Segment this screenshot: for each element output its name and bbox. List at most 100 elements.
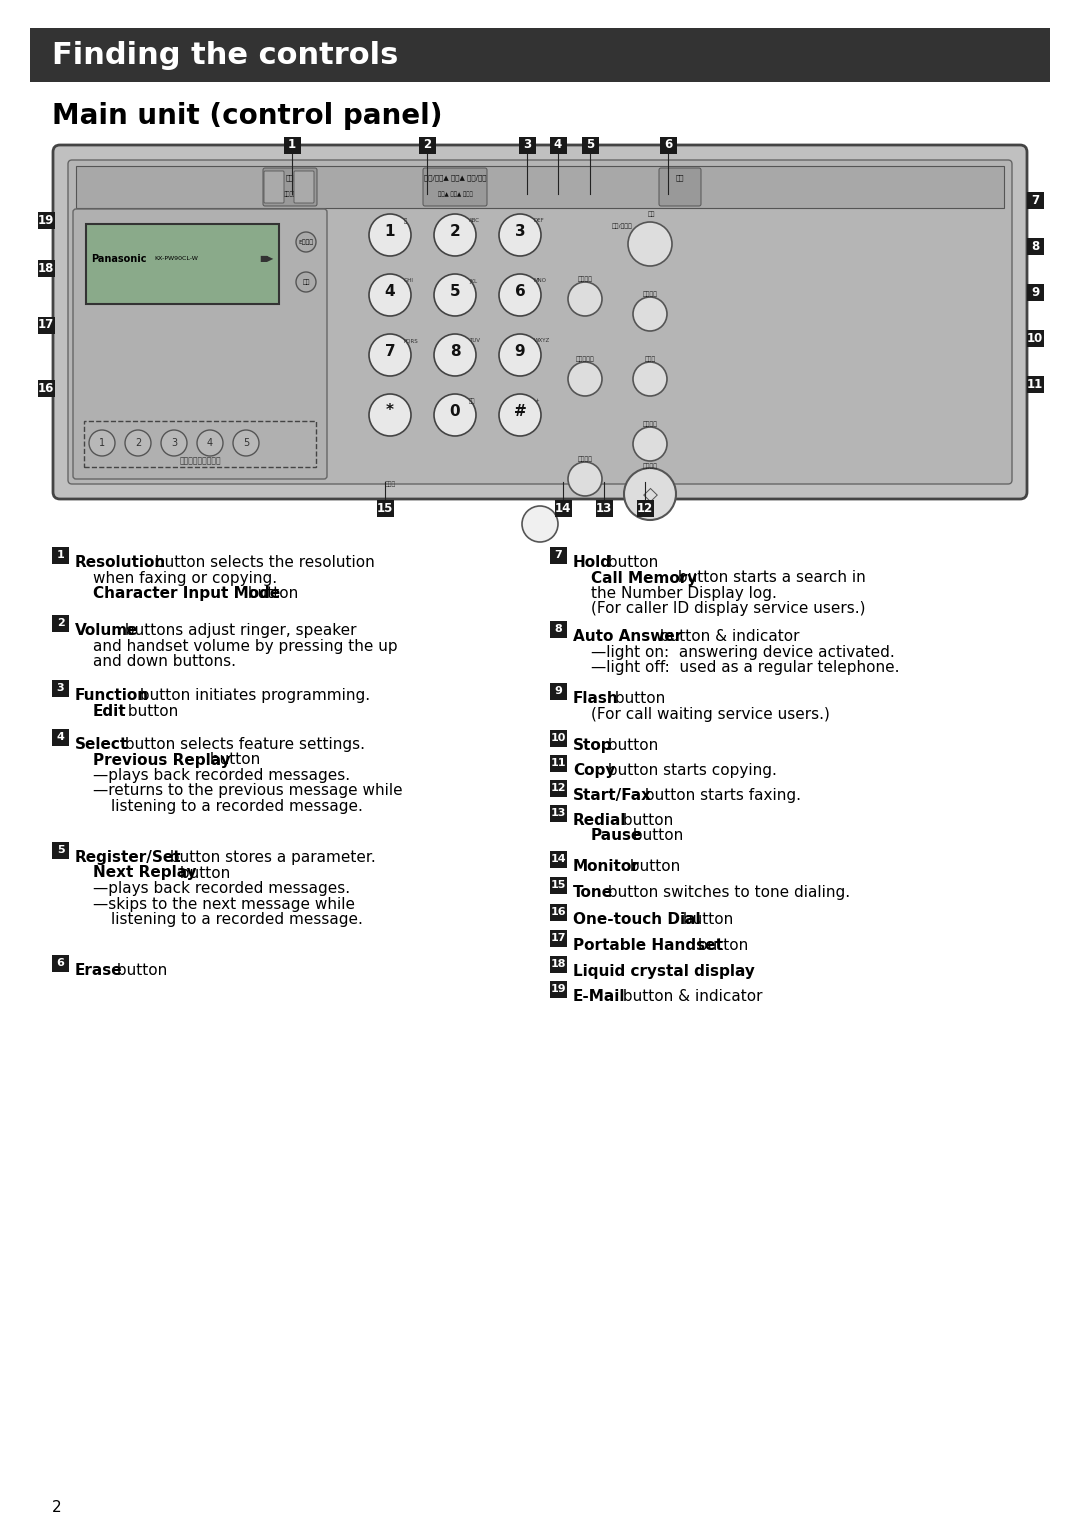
Text: Character Input Mode: Character Input Mode [93, 587, 280, 601]
Text: GHI: GHI [404, 278, 414, 284]
Text: button: button [618, 813, 673, 828]
Text: 1: 1 [56, 550, 65, 559]
Bar [550, 903, 567, 920]
Bar [52, 955, 69, 972]
Text: スタート: スタート [643, 463, 658, 469]
Bar [581, 136, 598, 153]
Text: 4: 4 [384, 284, 395, 298]
Bar [38, 260, 54, 277]
Circle shape [499, 214, 541, 257]
Text: 1: 1 [99, 439, 105, 448]
Text: 14: 14 [555, 501, 571, 515]
Text: Pause: Pause [591, 828, 643, 843]
Circle shape [369, 335, 411, 376]
Text: button & indicator: button & indicator [618, 989, 762, 1004]
Bar [550, 620, 567, 637]
Text: when faxing or copying.: when faxing or copying. [93, 570, 278, 585]
Text: (For caller ID display service users.): (For caller ID display service users.) [591, 602, 865, 616]
Text: 8: 8 [449, 344, 460, 359]
Bar [550, 683, 567, 700]
Bar [38, 316, 54, 333]
Text: モニター: モニター [578, 457, 593, 461]
Text: ア: ア [404, 219, 407, 223]
Bar [518, 136, 536, 153]
Bar [30, 28, 1050, 83]
Circle shape [499, 274, 541, 316]
Bar [660, 136, 676, 153]
Text: 文字収録: 文字収録 [283, 191, 297, 197]
Text: 9: 9 [515, 344, 525, 359]
Text: ファクス: ファクス [643, 422, 658, 426]
Text: listening to a recorded message.: listening to a recorded message. [111, 912, 363, 927]
Text: 5: 5 [585, 139, 594, 151]
Bar [1026, 284, 1043, 301]
Text: the Number Display log.: the Number Display log. [591, 587, 777, 601]
Text: (For call waiting service users.): (For call waiting service users.) [591, 706, 829, 721]
Text: Portable Handset: Portable Handset [573, 938, 723, 953]
Circle shape [633, 426, 667, 461]
Text: 子機: 子機 [302, 280, 310, 284]
FancyBboxPatch shape [73, 209, 327, 478]
Text: 2: 2 [56, 617, 65, 628]
Text: Liquid crystal display: Liquid crystal display [573, 964, 755, 979]
Text: 4: 4 [56, 732, 65, 743]
Text: 12: 12 [637, 501, 653, 515]
Text: button: button [610, 691, 665, 706]
Circle shape [568, 362, 602, 396]
Text: button: button [603, 738, 658, 753]
Text: button: button [603, 555, 658, 570]
Text: Tone: Tone [573, 885, 613, 900]
Circle shape [197, 429, 222, 455]
Bar [1026, 191, 1043, 208]
Text: KX-PW90CL-W: KX-PW90CL-W [154, 257, 198, 261]
Bar [86, 225, 279, 304]
FancyBboxPatch shape [659, 168, 701, 206]
Text: —skips to the next message while: —skips to the next message while [93, 897, 355, 912]
Bar [550, 955, 567, 972]
Text: —returns to the previous message while: —returns to the previous message while [93, 784, 403, 799]
Text: +: + [534, 399, 539, 403]
Text: 12: 12 [551, 782, 566, 793]
FancyBboxPatch shape [423, 168, 487, 206]
Text: button: button [175, 865, 230, 880]
Text: button: button [629, 828, 684, 843]
Text: E-Mail: E-Mail [573, 989, 625, 1004]
Text: 留守▲ 目録▲ ロース: 留守▲ 目録▲ ロース [437, 191, 472, 197]
Text: Flash: Flash [573, 691, 619, 706]
Text: 2: 2 [52, 1500, 62, 1514]
Bar [52, 680, 69, 697]
Text: 5: 5 [449, 284, 460, 298]
Circle shape [499, 394, 541, 435]
Text: 10: 10 [1027, 332, 1043, 344]
Circle shape [627, 222, 672, 266]
Text: 18: 18 [551, 960, 566, 969]
Text: 0: 0 [449, 403, 460, 419]
Text: DEF: DEF [534, 219, 544, 223]
Text: 9: 9 [1031, 286, 1039, 298]
Text: 7: 7 [1031, 194, 1039, 206]
Text: 3: 3 [171, 439, 177, 448]
Text: —plays back recorded messages.: —plays back recorded messages. [93, 769, 350, 782]
Text: 4: 4 [207, 439, 213, 448]
Text: *: * [386, 403, 394, 419]
Text: 再ダイヤル: 再ダイヤル [576, 356, 594, 362]
Text: 19: 19 [551, 984, 566, 995]
Circle shape [499, 335, 541, 376]
Text: Redial: Redial [573, 813, 626, 828]
Bar [38, 379, 54, 396]
Text: ストップ: ストップ [643, 292, 658, 296]
Text: キャッチ: キャッチ [578, 277, 593, 281]
FancyBboxPatch shape [68, 160, 1012, 484]
Bar [84, 422, 316, 468]
FancyBboxPatch shape [294, 171, 314, 203]
Text: Register/Set: Register/Set [75, 850, 181, 865]
Text: button switches to tone dialing.: button switches to tone dialing. [603, 885, 850, 900]
Text: —light on:  answering device activated.: —light on: answering device activated. [591, 645, 894, 660]
Bar [595, 500, 612, 516]
Circle shape [522, 506, 558, 542]
Text: 6: 6 [56, 958, 65, 969]
Circle shape [369, 214, 411, 257]
Bar [76, 167, 1004, 208]
Text: button initiates programming.: button initiates programming. [135, 688, 370, 703]
Text: ワンタッチダイヤル: ワンタッチダイヤル [179, 457, 220, 466]
